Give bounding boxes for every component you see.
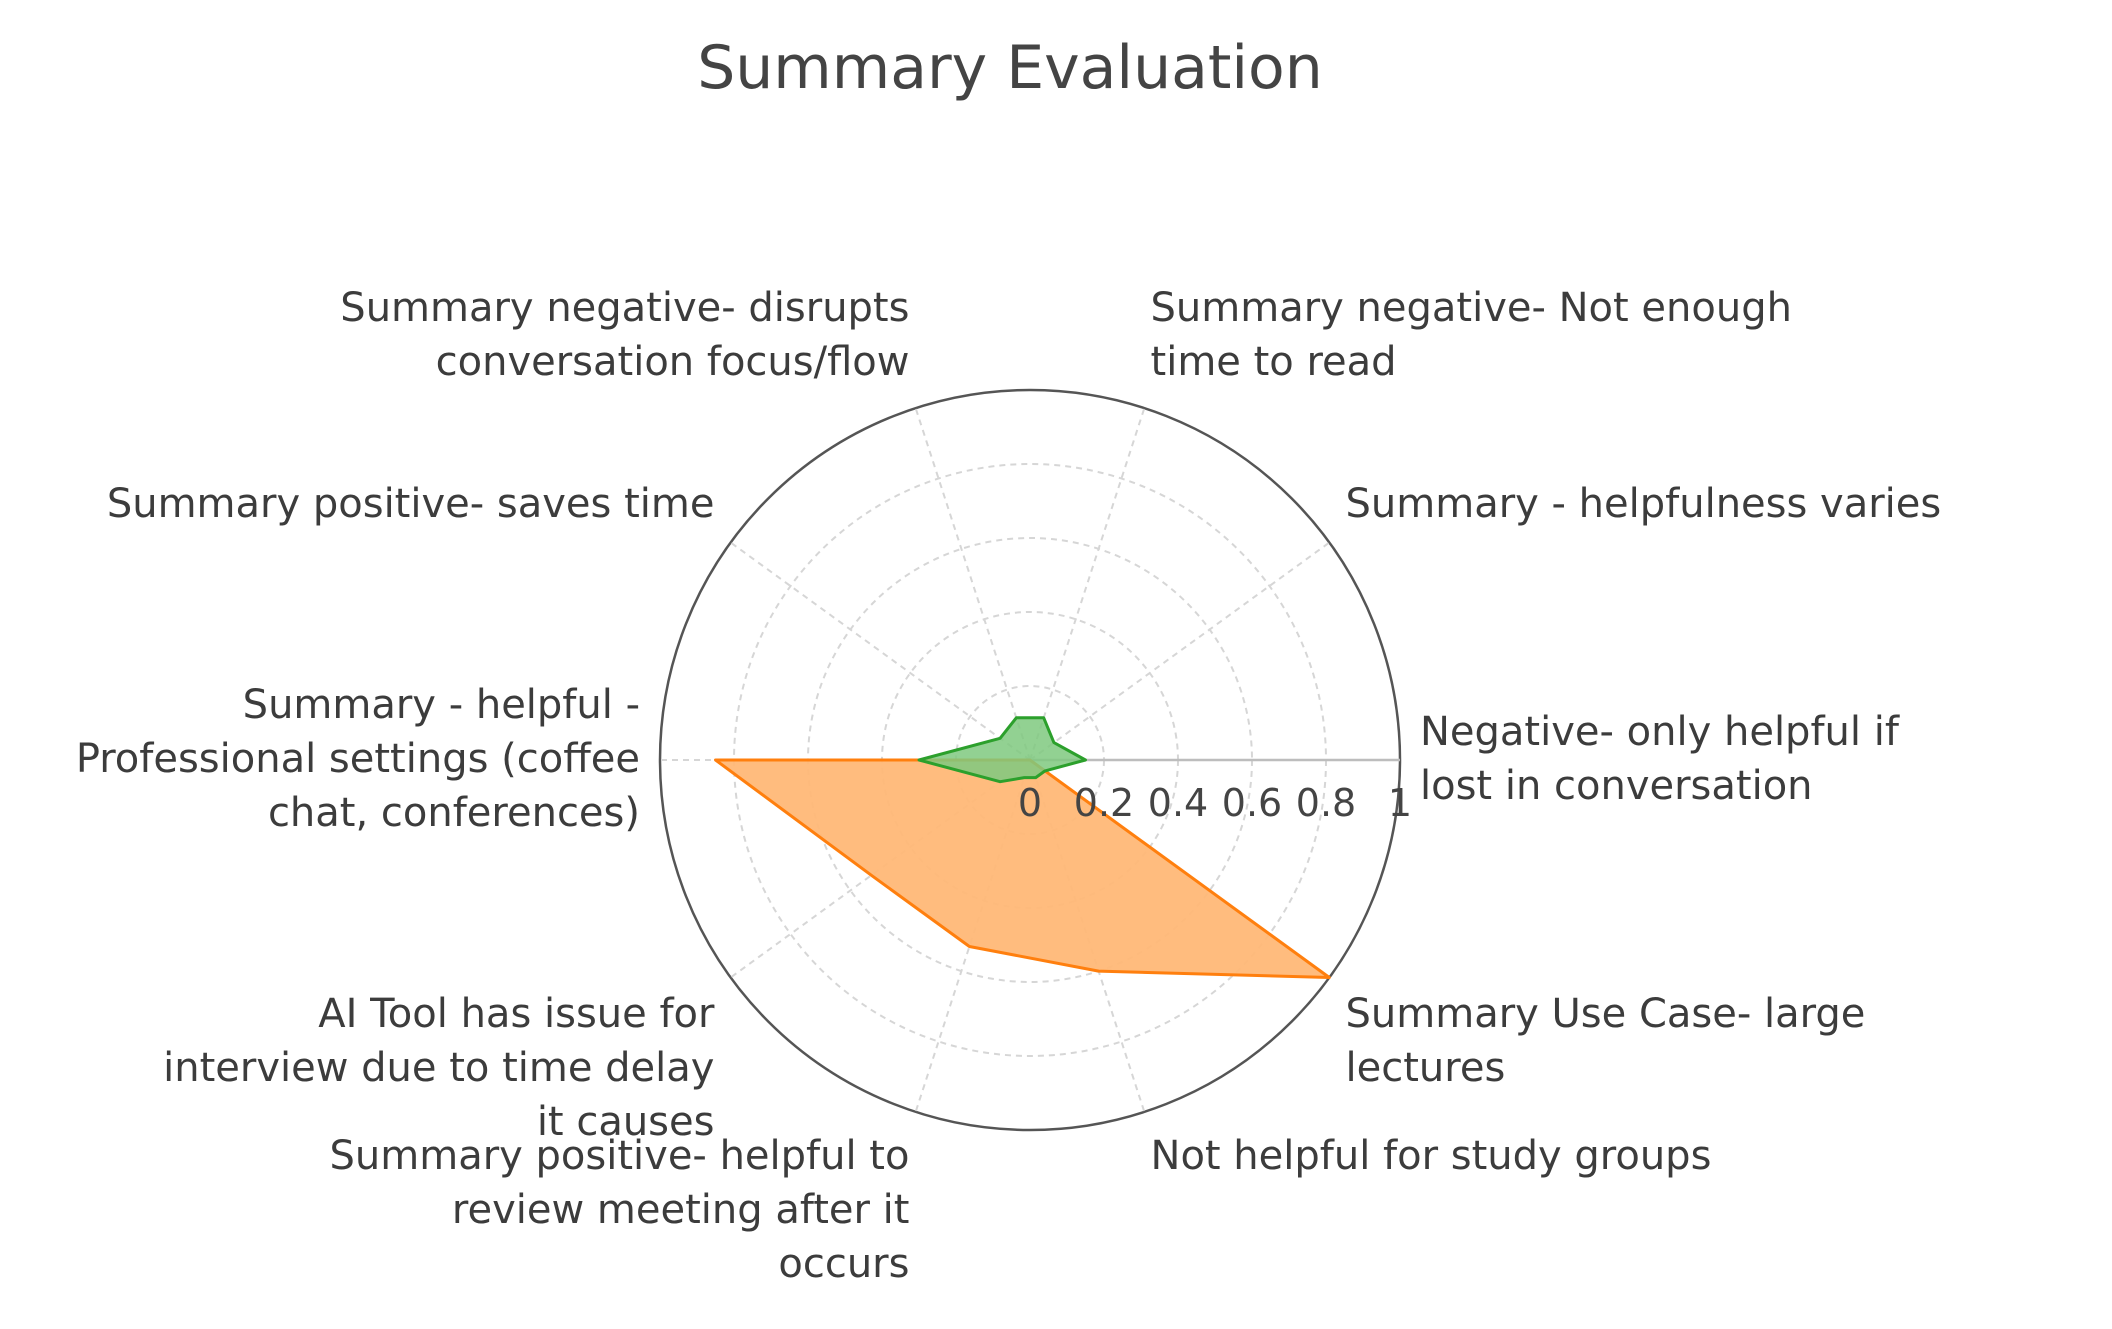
radial-tick-labels: 0 0.2 0.4 0.6 0.8 1 (1018, 781, 1412, 825)
category-label: Summary - helpful - Professional settings… (76, 682, 640, 836)
spoke-line (1029, 541, 1330, 761)
radial-tick-label: 0.8 (1296, 781, 1356, 825)
category-label-line: AI Tool has issue for (318, 991, 715, 1037)
category-label-line: Summary positive- helpful to (330, 1133, 910, 1179)
category-labels: Negative- only helpful if lost in convers… (76, 285, 1941, 1287)
category-label-line: Professional settings (coffee (76, 736, 640, 782)
category-label: Summary - helpfulness varies (1346, 481, 1942, 527)
category-label: AI Tool has issue for interview due to ti… (163, 991, 715, 1145)
spoke-line (730, 759, 1031, 979)
category-label-line: Not helpful for study groups (1151, 1133, 1712, 1179)
category-label-line: Summary negative- Not enough (1151, 285, 1792, 331)
chart-title: Summary Evaluation (697, 33, 1323, 103)
category-label: Not helpful for study groups (1151, 1133, 1712, 1179)
category-label-line: Summary - helpful - (243, 682, 640, 728)
series-2-area (917, 716, 1087, 784)
radial-tick-label: 0.2 (1074, 781, 1134, 825)
radial-tick-label: 0.6 (1222, 781, 1282, 825)
radar-series-layer (714, 716, 1331, 979)
category-label: Summary Use Case- large lectures (1346, 991, 1866, 1091)
category-label-line: it causes (537, 1099, 715, 1145)
category-label: Summary negative- Not enough time to read (1151, 285, 1792, 385)
category-label-line: chat, conferences) (268, 790, 640, 836)
category-label-line: Summary - helpfulness varies (1346, 481, 1942, 527)
category-label: Summary negative- disrupts conversation f… (340, 285, 909, 385)
category-label-line: Negative- only helpful if (1420, 709, 1900, 755)
category-label-line: lost in conversation (1420, 763, 1813, 809)
spoke-line (1029, 407, 1146, 761)
category-label-line: interview due to time delay (163, 1045, 714, 1091)
category-label: Negative- only helpful if lost in convers… (1420, 709, 1900, 809)
category-label-line: occurs (778, 1241, 909, 1287)
category-label-line: Summary Use Case- large (1346, 991, 1866, 1037)
category-label: Summary positive- saves time (107, 481, 715, 527)
category-label-line: review meeting after it (452, 1187, 910, 1233)
series-1-area (714, 758, 1331, 979)
category-label-line: Summary negative- disrupts (340, 285, 909, 331)
radial-tick-label: 0 (1018, 781, 1042, 825)
spoke-line (914, 759, 1031, 1113)
spoke-line (914, 407, 1031, 761)
radial-tick-label: 0.4 (1148, 781, 1208, 825)
category-label-line: conversation focus/flow (436, 339, 910, 385)
spoke-line (730, 541, 1031, 761)
spoke-line (1029, 759, 1146, 1113)
radial-tick-label: 1 (1388, 781, 1412, 825)
category-label-line: lectures (1346, 1045, 1506, 1091)
category-label-line: time to read (1151, 339, 1397, 385)
category-label: Summary positive- helpful to review meeti… (330, 1133, 910, 1287)
category-label-line: Summary positive- saves time (107, 481, 715, 527)
